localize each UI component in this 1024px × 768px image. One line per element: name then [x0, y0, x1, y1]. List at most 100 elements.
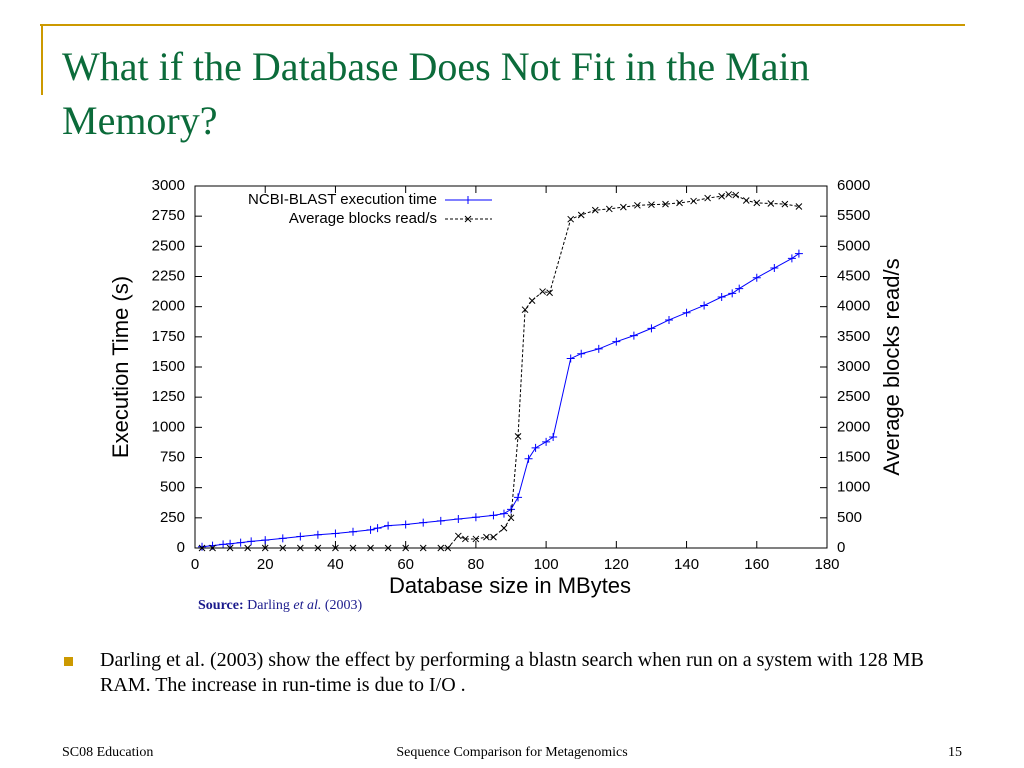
point-marker	[577, 349, 586, 358]
x-tick-label: 120	[604, 556, 629, 573]
point-marker	[331, 529, 340, 538]
point-marker	[591, 206, 599, 214]
y-tick-label: 1500	[152, 358, 185, 375]
point-marker	[349, 544, 357, 552]
legend-label: Average blocks read/s	[289, 210, 437, 227]
point-marker	[704, 194, 711, 202]
point-marker	[546, 289, 553, 297]
y2-tick-label: 5500	[837, 207, 870, 224]
y-tick-label: 500	[160, 479, 185, 496]
point-marker	[728, 289, 737, 298]
point-marker	[226, 544, 234, 552]
point-marker	[483, 533, 490, 541]
point-marker	[742, 197, 750, 204]
point-marker	[682, 308, 691, 317]
point-marker	[366, 525, 375, 534]
slide-title: What if the Database Does Not Fit in the…	[62, 44, 810, 143]
point-marker	[531, 443, 540, 452]
y-tick-label: 2750	[152, 207, 185, 224]
point-marker	[690, 197, 697, 205]
y-tick-label: 2000	[152, 298, 185, 315]
point-marker	[514, 433, 522, 440]
point-marker	[647, 324, 656, 333]
point-marker	[402, 544, 410, 552]
point-marker	[542, 437, 551, 446]
point-marker	[507, 514, 515, 522]
legend-label: NCBI-BLAST execution time	[248, 191, 437, 208]
y2-tick-label: 4500	[837, 267, 870, 284]
point-marker	[620, 203, 627, 211]
y2-tick-label: 2500	[837, 388, 870, 405]
y-tick-label: 3000	[152, 177, 185, 194]
point-marker	[567, 215, 575, 223]
point-marker	[612, 337, 621, 346]
point-marker	[605, 205, 613, 213]
series-line	[201, 253, 800, 548]
plot-frame	[194, 185, 828, 549]
y-tick-label: 0	[177, 539, 185, 556]
y-tick-label: 250	[160, 509, 185, 526]
point-marker	[401, 520, 410, 529]
y-tick-label: 2250	[152, 267, 185, 284]
point-marker	[332, 544, 339, 552]
source-author: Darling	[247, 598, 290, 613]
x-tick-label: 180	[814, 556, 839, 573]
point-marker	[384, 521, 393, 530]
point-marker	[454, 515, 463, 524]
point-marker	[236, 538, 245, 547]
point-marker	[296, 532, 305, 541]
y2-axis-label: Average blocks read/s	[879, 258, 904, 475]
point-marker	[444, 544, 452, 552]
source-label: Source:	[198, 598, 244, 613]
point-marker	[735, 284, 744, 293]
point-marker	[419, 544, 427, 552]
point-marker	[528, 297, 536, 304]
point-marker	[753, 199, 761, 207]
y2-tick-label: 2000	[837, 418, 870, 435]
point-marker	[648, 201, 655, 209]
point-marker	[437, 544, 445, 552]
y2-tick-label: 5000	[837, 237, 870, 254]
point-marker	[244, 544, 252, 552]
point-marker	[261, 544, 269, 552]
point-marker	[662, 200, 669, 208]
point-marker	[198, 542, 207, 551]
point-marker	[577, 211, 585, 219]
point-marker	[676, 199, 683, 207]
point-marker	[781, 200, 789, 208]
point-marker	[490, 533, 497, 541]
point-marker	[665, 315, 673, 324]
y2-tick-label: 3500	[837, 328, 870, 345]
point-marker	[700, 301, 709, 310]
point-marker	[521, 306, 529, 314]
y-tick-label: 1750	[152, 328, 185, 345]
point-marker	[313, 530, 322, 539]
point-marker	[296, 544, 304, 552]
point-marker	[594, 344, 603, 353]
y-tick-label: 1250	[152, 388, 185, 405]
y-tick-label: 2500	[152, 237, 185, 254]
point-marker	[209, 544, 216, 552]
point-marker	[725, 191, 733, 198]
point-marker	[507, 505, 515, 514]
bullet-text: Darling et al. (2003) show the effect by…	[100, 649, 924, 696]
point-marker	[384, 544, 392, 552]
y2-tick-label: 0	[837, 539, 845, 556]
point-marker	[454, 532, 462, 540]
point-marker	[367, 544, 374, 552]
point-marker	[373, 524, 382, 533]
y-tick-label: 750	[160, 448, 185, 465]
y2-tick-label: 6000	[837, 177, 870, 194]
point-marker	[198, 544, 206, 552]
point-marker	[261, 536, 270, 545]
point-marker	[247, 537, 256, 546]
x-axis-label: Database size in MBytes	[389, 573, 631, 598]
point-marker	[732, 191, 740, 199]
point-marker	[566, 354, 575, 363]
y-axis-label: Execution Time (s)	[108, 276, 133, 458]
y-tick-label: 1000	[152, 418, 185, 435]
point-marker	[549, 432, 558, 441]
point-marker	[419, 518, 428, 527]
point-marker	[471, 513, 480, 522]
